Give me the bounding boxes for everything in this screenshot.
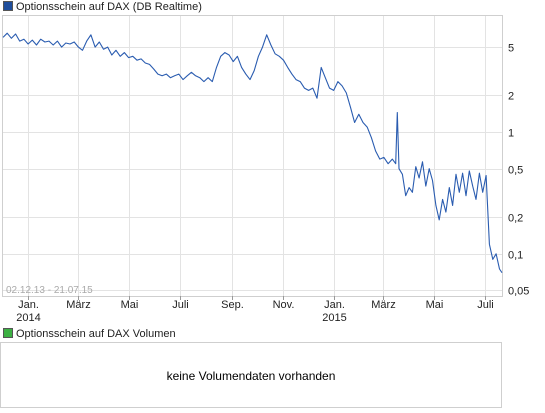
volume-legend: Optionsschein auf DAX Volumen	[3, 327, 176, 341]
y-axis-ticks: 5 2 1 0,5 0,2 0,1 0,05	[508, 43, 529, 298]
date-range-label: 02.12.13 - 21.07.15	[6, 285, 93, 296]
x-tick-year-label: 2014	[16, 312, 40, 324]
y-tick-label: 2	[508, 91, 514, 103]
x-tick-label: Mai	[426, 299, 444, 311]
y-tick-label: 1	[508, 128, 514, 140]
price-line	[2, 32, 503, 274]
x-tick-label: Mai	[121, 299, 139, 311]
price-legend: Optionsschein auf DAX (DB Realtime)	[3, 0, 202, 14]
y-tick-label: 0,1	[508, 250, 523, 262]
volume-panel: keine Volumendaten vorhanden	[0, 342, 502, 408]
x-tick-label: Juli	[477, 299, 494, 311]
chart-grid	[3, 16, 502, 296]
x-tick-label: Juli	[172, 299, 189, 311]
y-tick-label: 5	[508, 43, 514, 55]
y-tick-label: 0,5	[508, 165, 523, 177]
x-tick-label: Jan.	[18, 299, 39, 311]
plot-frame	[2, 15, 503, 297]
x-tick-label: Nov.	[273, 299, 295, 311]
x-tick-label: Jan.	[324, 299, 345, 311]
price-legend-swatch	[3, 1, 13, 11]
y-tick-label: 0,05	[508, 286, 529, 298]
volume-legend-label: Optionsschein auf DAX Volumen	[16, 328, 176, 340]
y-tick-label: 0,2	[508, 213, 523, 225]
x-tick-label: Sep.	[221, 299, 244, 311]
x-tick-year-label: 2015	[322, 312, 346, 324]
x-tick-label: März	[371, 299, 395, 311]
volume-empty-message: keine Volumendaten vorhanden	[166, 369, 336, 383]
x-tick-label: März	[66, 299, 90, 311]
volume-legend-swatch	[3, 328, 13, 338]
price-legend-label: Optionsschein auf DAX (DB Realtime)	[16, 1, 202, 13]
